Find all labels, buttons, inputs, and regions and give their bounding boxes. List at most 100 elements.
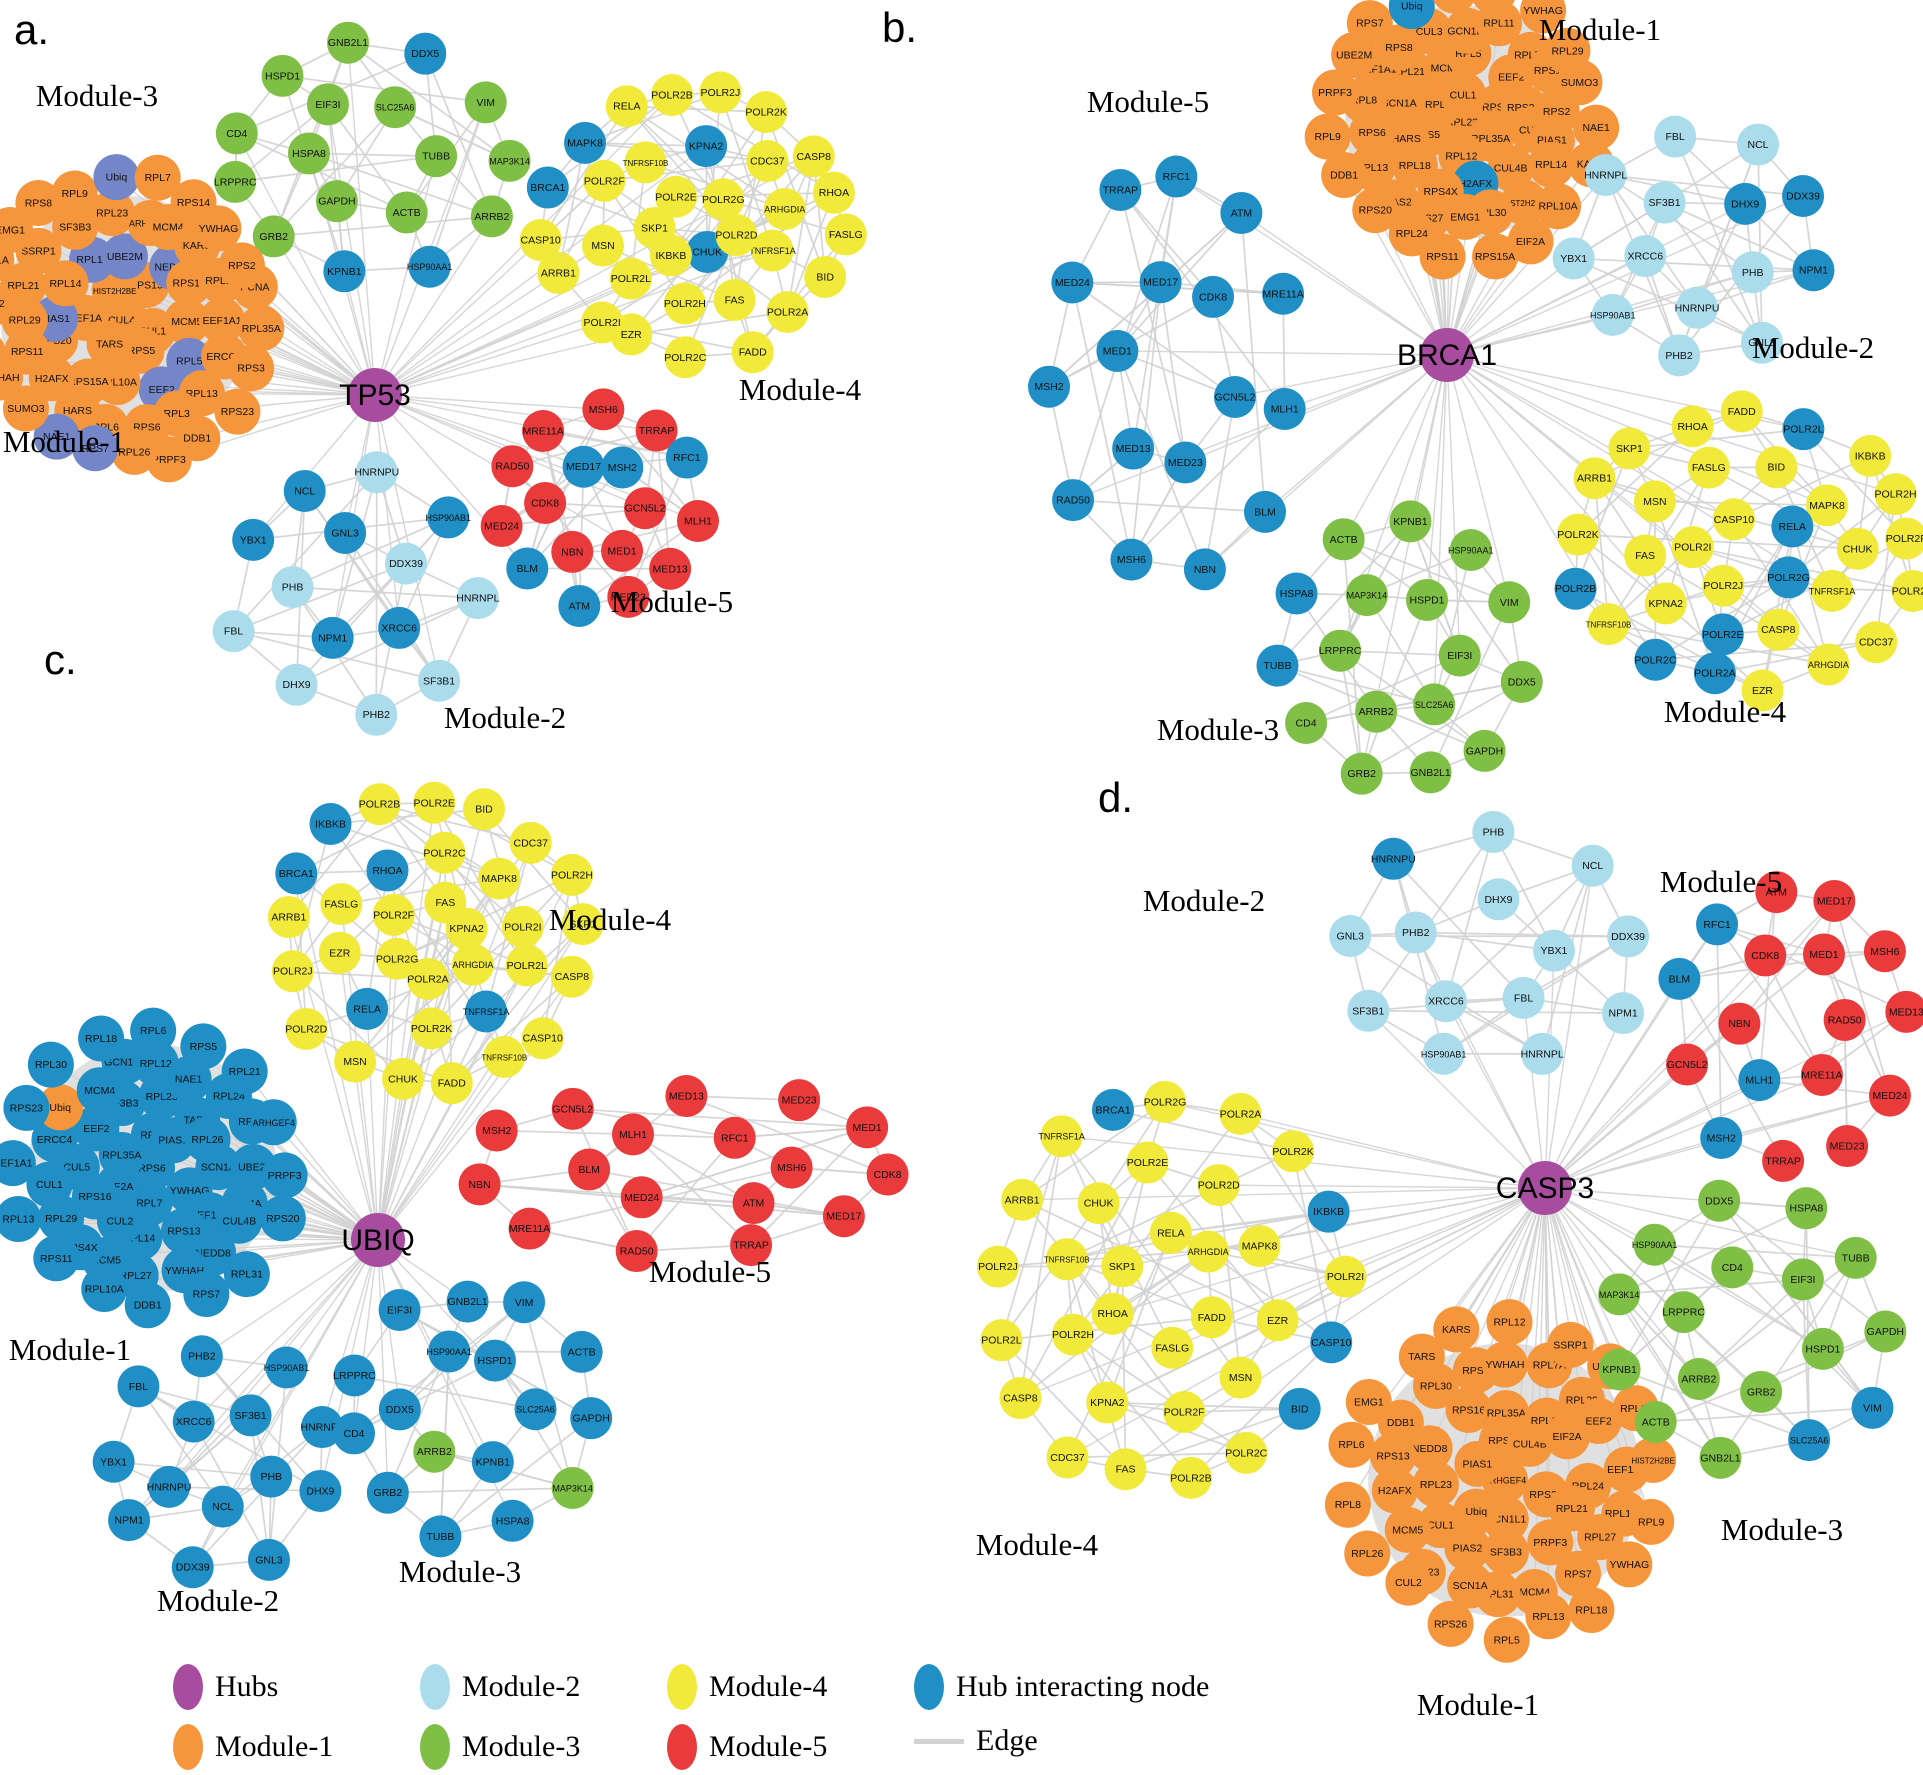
protein-node bbox=[1139, 261, 1182, 304]
protein-node bbox=[333, 1354, 376, 1397]
protein-node bbox=[1654, 115, 1697, 158]
protein-node bbox=[491, 445, 534, 488]
protein-node bbox=[1433, 0, 1475, 14]
protein-node bbox=[506, 547, 549, 590]
protein-node bbox=[501, 905, 544, 948]
protein-node bbox=[471, 1441, 514, 1484]
protein-node bbox=[1662, 1291, 1705, 1334]
protein-node bbox=[582, 224, 625, 267]
module-label: Module-4 bbox=[1664, 694, 1787, 729]
protein-node-label: FASLG bbox=[324, 899, 358, 911]
protein-node-label: EEF1A1 bbox=[0, 1158, 33, 1170]
protein-node-label: CHUK bbox=[388, 1073, 418, 1085]
protein-node-label: GRB2 bbox=[374, 1487, 403, 1499]
protein-node-label: DDX39 bbox=[1786, 190, 1820, 202]
protein-node bbox=[1802, 933, 1845, 976]
protein-node-label: POLR2A bbox=[1694, 668, 1735, 680]
protein-node bbox=[1584, 154, 1627, 197]
protein-node bbox=[1874, 473, 1917, 516]
protein-node-label: YWHAG bbox=[199, 223, 239, 235]
protein-node bbox=[1702, 564, 1745, 607]
protein-node bbox=[1849, 434, 1892, 477]
protein-node-label: HNRNPL bbox=[1584, 170, 1627, 182]
hub-label: CASP3 bbox=[1496, 1172, 1594, 1205]
protein-node bbox=[334, 1040, 377, 1083]
protein-node-label: CHUK bbox=[1843, 543, 1873, 555]
protein-node bbox=[404, 32, 447, 75]
protein-node bbox=[1112, 427, 1155, 470]
module2-swatch bbox=[420, 1664, 450, 1710]
protein-node bbox=[1834, 1236, 1877, 1279]
protein-node-label: ARRB2 bbox=[474, 211, 509, 223]
protein-node bbox=[980, 1319, 1023, 1362]
protein-node-label: SLC25A6 bbox=[376, 103, 415, 113]
protein-node bbox=[1099, 168, 1142, 211]
protein-node-label: ARHGDIA bbox=[1808, 660, 1849, 670]
protein-node bbox=[250, 1099, 297, 1146]
protein-node-label: TRRAP bbox=[1103, 184, 1139, 196]
protein-node bbox=[366, 1471, 409, 1514]
protein-node bbox=[702, 178, 745, 221]
protein-node bbox=[1488, 581, 1531, 624]
protein-node bbox=[607, 575, 650, 618]
protein-node-label: SCN1A bbox=[1453, 1580, 1488, 1592]
panel-letter: a. bbox=[14, 6, 49, 53]
protein-node-label: MLH1 bbox=[684, 515, 712, 527]
protein-node bbox=[130, 1007, 177, 1054]
protein-node-label: POLR2A bbox=[767, 307, 808, 319]
protein-node bbox=[1304, 113, 1351, 160]
protein-node bbox=[172, 1400, 215, 1443]
protein-node-label: MCM5 bbox=[171, 316, 202, 328]
protein-node bbox=[51, 170, 98, 217]
protein-node-label: POLR2G bbox=[1144, 1096, 1187, 1108]
protein-node bbox=[1149, 1211, 1192, 1254]
protein-node bbox=[1409, 751, 1452, 794]
protein-node bbox=[33, 413, 80, 460]
protein-node bbox=[1598, 1348, 1641, 1391]
protein-node-label: PIAS1 bbox=[158, 1135, 188, 1147]
protein-node bbox=[1781, 1258, 1824, 1301]
protein-node-label: LRPPRC bbox=[214, 176, 257, 188]
protein-node-label: MSH2 bbox=[1707, 1132, 1736, 1144]
protein-node-label: RPL11 bbox=[1483, 18, 1514, 30]
protein-node bbox=[275, 852, 318, 895]
protein-node-label: CDC37 bbox=[513, 837, 548, 849]
protein-node bbox=[550, 955, 593, 998]
protein-node bbox=[301, 1406, 344, 1449]
protein-node bbox=[1190, 1296, 1233, 1339]
protein-node bbox=[1548, 1485, 1595, 1532]
protein-node bbox=[1340, 752, 1383, 795]
protein-node bbox=[216, 1197, 263, 1244]
protein-node bbox=[478, 857, 521, 900]
protein-node-label: CASP8 bbox=[796, 151, 831, 163]
protein-node bbox=[1535, 183, 1582, 230]
protein-node-label: KPNB1 bbox=[1393, 516, 1428, 528]
protein-node-label: SCN1A bbox=[201, 1162, 236, 1174]
protein-node bbox=[1427, 1600, 1474, 1647]
protein-node bbox=[26, 1161, 73, 1208]
protein-node-label: RPL5 bbox=[176, 355, 202, 367]
protein-node bbox=[261, 1152, 308, 1199]
protein-node-label: RPS11 bbox=[40, 1253, 73, 1265]
protein-node bbox=[1644, 582, 1687, 625]
protein-node bbox=[1701, 613, 1744, 656]
protein-node-label: CASP8 bbox=[555, 971, 590, 983]
protein-node-label: MED17 bbox=[1817, 895, 1852, 907]
protein-node bbox=[1671, 405, 1714, 448]
protein-node bbox=[1472, 233, 1519, 280]
protein-node-label: POLR2C bbox=[664, 352, 706, 364]
protein-node bbox=[1552, 237, 1595, 280]
protein-node bbox=[1220, 191, 1263, 234]
legend-label: Hubs bbox=[215, 1670, 279, 1703]
protein-node-label: RFC1 bbox=[1703, 919, 1731, 931]
protein-node bbox=[601, 446, 644, 489]
protein-node-label: POLR2I bbox=[504, 921, 541, 933]
protein-node-label: MAPK8 bbox=[1809, 500, 1845, 512]
protein-node bbox=[214, 160, 257, 203]
protein-node bbox=[505, 944, 548, 987]
cluster-module-3: CD4 TUBB HSPA8 ACTB KPNB1 HSP90AA1 VIM DDX5 GAPD… bbox=[1256, 500, 1543, 795]
protein-node-label: MAPK8 bbox=[567, 137, 603, 149]
protein-node-label: VIM bbox=[476, 97, 495, 109]
protein-node-label: MCM5 bbox=[1392, 1524, 1423, 1536]
